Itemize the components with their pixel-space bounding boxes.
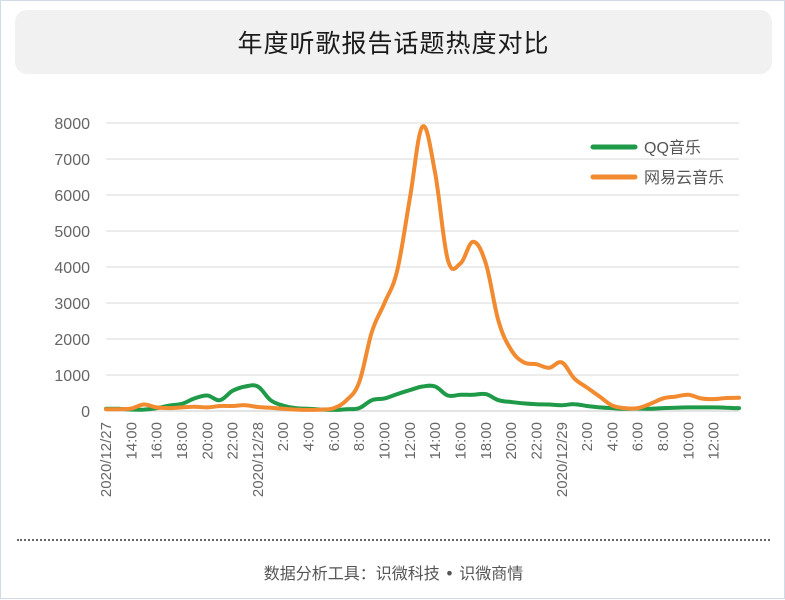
x-tick-label: 10:00	[377, 422, 394, 460]
footer-source: 数据分析工具：识微科技 • 识微商情	[263, 564, 524, 583]
y-tick-label: 5000	[54, 224, 90, 241]
x-tick-label: 2:00	[275, 422, 292, 451]
x-tick-label: 2:00	[579, 422, 596, 451]
x-tick-label: 2020/12/28	[250, 422, 267, 497]
y-tick-label: 4000	[54, 260, 90, 277]
x-tick-label: 6:00	[326, 422, 343, 451]
y-tick-label: 6000	[54, 188, 90, 205]
x-tick-label: 4:00	[604, 422, 621, 451]
series-line-netease-music	[104, 124, 741, 412]
x-tick-label: 12:00	[402, 422, 419, 460]
x-tick-label: 10:00	[680, 422, 697, 460]
x-tick-label: 14:00	[427, 422, 444, 460]
x-tick-label: 18:00	[174, 422, 191, 460]
footer-divider	[17, 539, 770, 541]
title-banner: 年度听歌报告话题热度对比	[15, 10, 772, 74]
x-tick-label: 16:00	[452, 422, 469, 460]
x-tick-label: 8:00	[351, 422, 368, 451]
x-tick-label: 20:00	[503, 422, 520, 460]
y-tick-label: 0	[81, 404, 90, 421]
y-tick-label: 2000	[54, 332, 90, 349]
x-tick-label: 6:00	[630, 422, 647, 451]
x-tick-label: 8:00	[655, 422, 672, 451]
chart-title: 年度听歌报告话题热度对比	[237, 29, 550, 58]
legend-label: 网易云音乐	[644, 169, 724, 187]
x-tick-label: 2020/12/27	[98, 422, 115, 497]
x-tick-label: 14:00	[123, 422, 140, 460]
legend-label: QQ音乐	[644, 139, 701, 157]
x-tick-label: 22:00	[225, 422, 242, 460]
x-tick-label: 12:00	[706, 422, 723, 460]
y-tick-label: 8000	[54, 116, 90, 133]
x-tick-label: 2020/12/29	[554, 422, 571, 497]
x-tick-label: 18:00	[478, 422, 495, 460]
x-tick-label: 16:00	[149, 422, 166, 460]
x-tick-label: 4:00	[301, 422, 318, 451]
y-tick-label: 1000	[54, 368, 90, 385]
x-tick-label: 22:00	[528, 422, 545, 460]
x-tick-label: 20:00	[199, 422, 216, 460]
y-tick-label: 7000	[54, 152, 90, 169]
y-tick-label: 3000	[54, 296, 90, 313]
